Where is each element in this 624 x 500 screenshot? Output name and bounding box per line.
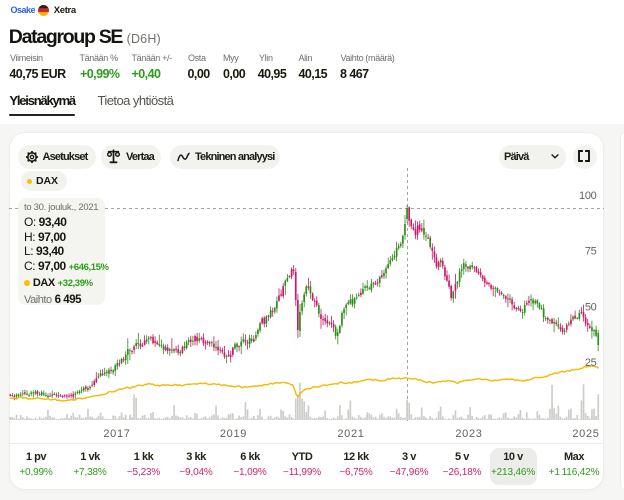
svg-text:50: 50 (585, 301, 597, 313)
svg-text:2025: 2025 (572, 428, 599, 440)
svg-text:100: 100 (579, 190, 597, 202)
svg-text:2021: 2021 (337, 428, 364, 440)
svg-text:25: 25 (585, 357, 597, 369)
svg-text:75: 75 (585, 246, 597, 258)
svg-text:2019: 2019 (220, 428, 247, 440)
svg-text:2017: 2017 (103, 428, 130, 440)
svg-text:2023: 2023 (455, 428, 482, 440)
